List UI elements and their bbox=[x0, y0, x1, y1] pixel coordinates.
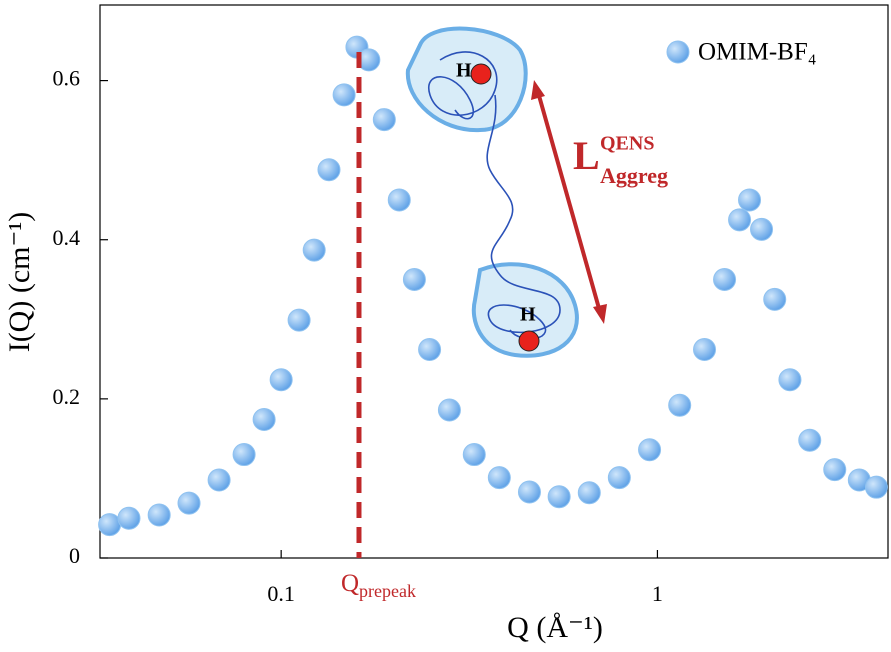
point bbox=[302, 238, 326, 262]
point bbox=[287, 308, 311, 332]
point bbox=[547, 485, 571, 509]
length-sup: QENS bbox=[600, 133, 654, 155]
y-tick-label: 0.2 bbox=[53, 384, 81, 409]
point bbox=[638, 438, 662, 462]
point bbox=[418, 338, 442, 362]
prepeak-sub: prepeak bbox=[359, 581, 416, 601]
atom bbox=[470, 63, 492, 85]
atom bbox=[518, 330, 540, 352]
point bbox=[798, 428, 822, 452]
y-axis-label: I(Q) (cm⁻¹) bbox=[3, 212, 36, 353]
point bbox=[668, 393, 692, 417]
point bbox=[207, 468, 231, 492]
x-tick-label: 1 bbox=[652, 581, 663, 606]
point bbox=[607, 466, 631, 490]
point bbox=[577, 481, 601, 505]
point bbox=[517, 480, 541, 504]
point bbox=[147, 503, 171, 527]
y-tick-label: 0 bbox=[69, 543, 80, 568]
point bbox=[372, 108, 396, 132]
x-axis-label: Q (Å⁻¹) bbox=[507, 611, 603, 644]
length-main: L bbox=[573, 133, 600, 178]
point bbox=[317, 158, 341, 182]
point bbox=[778, 368, 802, 392]
point bbox=[332, 83, 356, 107]
point bbox=[750, 217, 774, 241]
aggregate-diagram: H H bbox=[405, 26, 607, 358]
point bbox=[177, 491, 201, 515]
prepeak-main: Q bbox=[341, 570, 359, 597]
prepeak-label: Qprepeak bbox=[341, 570, 416, 601]
point bbox=[823, 458, 847, 482]
point bbox=[252, 408, 276, 432]
point bbox=[117, 506, 141, 530]
arrow bbox=[536, 91, 602, 313]
point bbox=[387, 188, 411, 212]
point bbox=[728, 208, 752, 232]
point bbox=[693, 338, 717, 362]
point bbox=[713, 268, 737, 292]
point bbox=[462, 443, 486, 467]
plot-frame bbox=[99, 4, 889, 559]
atom-label: H bbox=[456, 60, 472, 82]
point bbox=[864, 475, 888, 499]
point bbox=[763, 287, 787, 311]
chain bbox=[427, 51, 561, 340]
legend-marker bbox=[666, 40, 690, 64]
point bbox=[269, 368, 293, 392]
legend-label: OMIM-BF₄ bbox=[698, 39, 816, 66]
length-sub: Aggreg bbox=[600, 163, 668, 188]
point bbox=[437, 398, 461, 422]
y-tick-label: 0.4 bbox=[53, 225, 81, 250]
point bbox=[232, 443, 256, 467]
atom-label: H bbox=[520, 304, 536, 326]
point bbox=[487, 466, 511, 490]
point bbox=[738, 188, 762, 212]
point bbox=[402, 268, 426, 292]
y-tick-label: 0.6 bbox=[53, 66, 81, 91]
point bbox=[98, 513, 122, 537]
x-tick-label: 0.1 bbox=[267, 581, 295, 606]
